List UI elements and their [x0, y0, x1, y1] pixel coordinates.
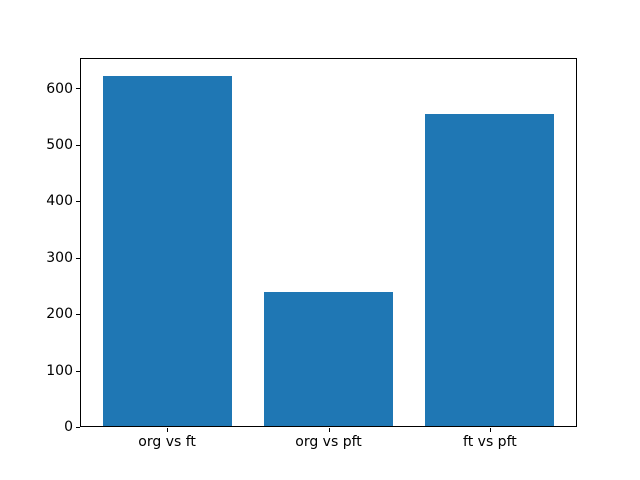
- bar-org-vs-pft: [264, 291, 394, 427]
- y-tick-label: 0: [64, 419, 73, 435]
- y-tick-label: 400: [46, 193, 73, 210]
- y-tick-label: 200: [46, 306, 73, 323]
- y-tick-mark: [76, 427, 80, 428]
- x-tick-label-1: org vs pft: [295, 434, 362, 450]
- x-tick-label-2: ft vs pft: [463, 434, 517, 450]
- y-tick-mark: [76, 314, 80, 315]
- bar-ft-vs-pft: [425, 114, 555, 427]
- y-tick-mark: [76, 88, 80, 89]
- y-tick-mark: [76, 371, 80, 372]
- y-tick-label: 100: [46, 362, 73, 379]
- y-tick-mark: [76, 201, 80, 202]
- y-tick-mark: [76, 258, 80, 259]
- y-tick-label: 500: [46, 136, 73, 153]
- x-tick-mark: [490, 428, 491, 432]
- x-tick-label-0: org vs ft: [138, 434, 196, 450]
- x-tick-mark: [329, 428, 330, 432]
- bar-org-vs-ft: [102, 75, 232, 427]
- y-tick-mark: [76, 145, 80, 146]
- y-tick-label: 600: [46, 80, 73, 97]
- x-tick-mark: [167, 428, 168, 432]
- y-tick-label: 300: [46, 249, 73, 266]
